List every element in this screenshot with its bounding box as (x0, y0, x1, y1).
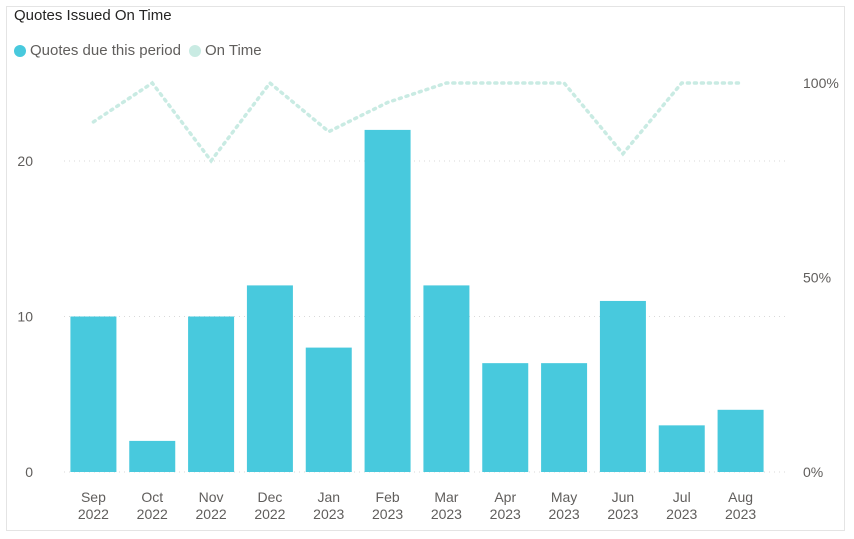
bar (246, 285, 293, 472)
bar (658, 425, 705, 472)
bar (717, 409, 764, 472)
x-tick-label-month: Dec (257, 489, 282, 505)
bar (423, 285, 470, 472)
x-tick-label-year: 2023 (490, 506, 521, 522)
x-tick-label-month: Jun (612, 489, 635, 505)
legend-item-line[interactable]: On Time (188, 42, 262, 59)
x-tick-label-year: 2022 (78, 506, 109, 522)
x-tick-label-month: Aug (728, 489, 753, 505)
y-left-tick-label: 10 (17, 309, 33, 325)
x-tick-label-year: 2023 (725, 506, 756, 522)
x-tick-label-month: Feb (376, 489, 400, 505)
x-tick-label-year: 2023 (431, 506, 462, 522)
bar (364, 129, 411, 472)
y-right-tick-label: 100% (803, 75, 839, 91)
x-tick-label-month: Jan (317, 489, 340, 505)
bar (599, 300, 646, 472)
x-tick-label-year: 2022 (196, 506, 227, 522)
legend-marker-bars (14, 44, 26, 57)
bar (129, 440, 176, 472)
legend-marker-line (188, 44, 201, 57)
legend-label-line: On Time (204, 42, 262, 59)
bar (305, 347, 352, 472)
x-tick-label-month: Nov (199, 489, 224, 505)
x-tick-label-month: Mar (434, 489, 458, 505)
x-tick-label-month: Apr (494, 489, 516, 505)
on-time-line (91, 80, 743, 164)
x-tick-label-month: May (551, 489, 577, 505)
y-right-tick-label: 50% (803, 270, 831, 286)
y-right-tick-label: 0% (803, 464, 823, 480)
chart-title: Quotes Issued On Time (14, 7, 172, 24)
x-tick-label-year: 2023 (607, 506, 638, 522)
x-tick-label-year: 2022 (137, 506, 168, 522)
bar (70, 316, 117, 472)
y-left-tick-label: 0 (25, 464, 33, 480)
bar (541, 363, 588, 472)
x-tick-label-month: Jul (673, 489, 691, 505)
bar (482, 363, 529, 472)
x-tick-label-year: 2023 (666, 506, 697, 522)
x-tick-label-month: Oct (141, 489, 163, 505)
x-tick-label-year: 2023 (549, 506, 580, 522)
legend-item-bars[interactable]: Quotes due this period (14, 42, 181, 59)
x-tick-label-year: 2023 (372, 506, 403, 522)
x-tick-label-year: 2022 (254, 506, 285, 522)
bar (188, 316, 235, 472)
y-left-tick-label: 20 (17, 153, 33, 169)
x-tick-label-month: Sep (81, 489, 106, 505)
legend-label-bars: Quotes due this period (30, 42, 181, 59)
x-tick-label-year: 2023 (313, 506, 344, 522)
chart-legend: Quotes due this period On Time (14, 42, 270, 59)
